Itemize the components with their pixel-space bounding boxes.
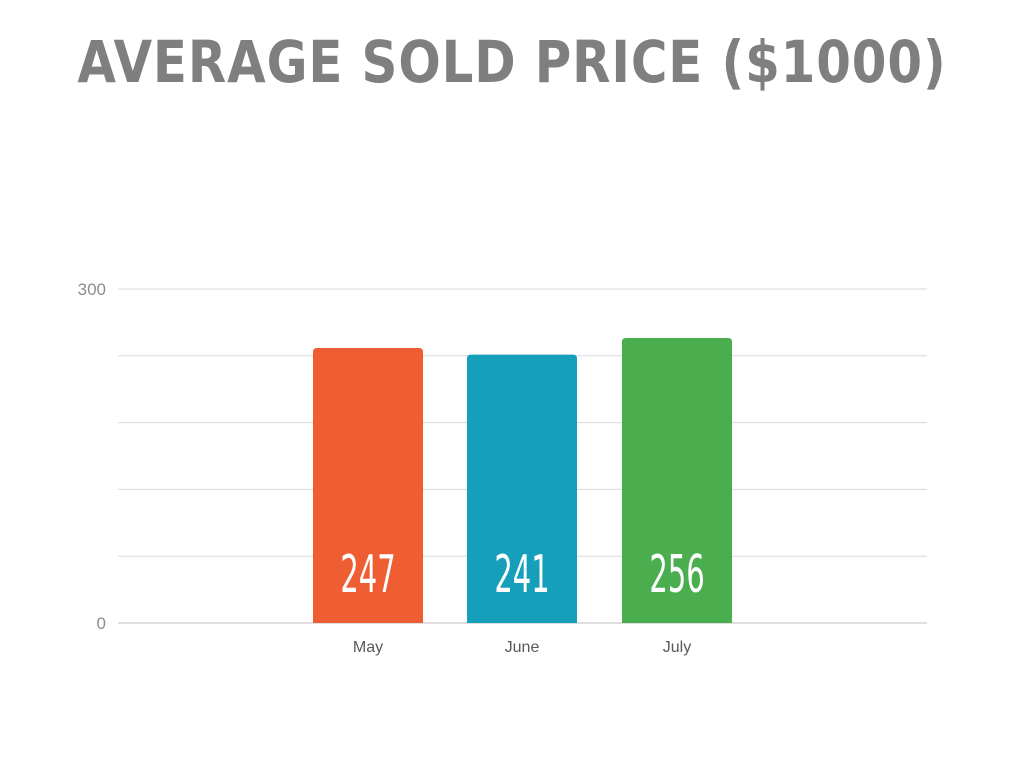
data-label: 247: [340, 545, 395, 605]
category-label: June: [505, 639, 540, 656]
bars: [313, 337, 732, 623]
bar-june: [467, 354, 577, 623]
category-label: May: [353, 639, 383, 656]
data-label: 256: [649, 545, 704, 605]
category-label: July: [663, 639, 691, 656]
bar-july: [622, 337, 732, 623]
y-tick-label: 0: [97, 614, 106, 633]
data-label: 241: [494, 545, 549, 605]
y-tick-label: 300: [78, 280, 106, 299]
chart-title: AVERAGE SOLD PRICE ($1000): [77, 28, 947, 96]
bar-may: [313, 348, 423, 623]
labels: 0 300 247 May 241 June 256 July: [78, 280, 705, 656]
